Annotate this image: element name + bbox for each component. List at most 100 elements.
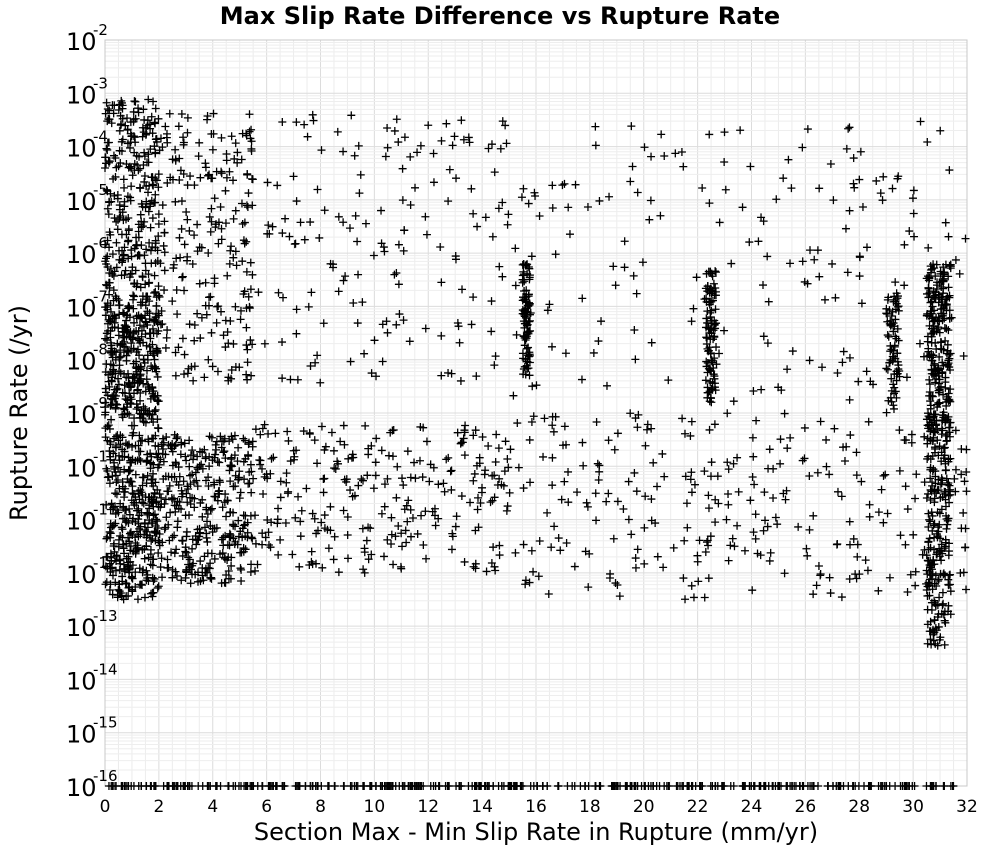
data-point <box>465 138 474 147</box>
data-point <box>679 162 688 171</box>
data-point <box>227 242 236 251</box>
data-point <box>397 564 406 573</box>
data-point <box>178 551 187 560</box>
data-point <box>924 545 933 554</box>
data-point <box>879 471 888 480</box>
data-point <box>814 561 823 570</box>
data-point <box>121 579 130 588</box>
data-point <box>326 502 335 511</box>
data-point <box>714 499 723 508</box>
data-point <box>251 511 260 520</box>
data-point <box>901 540 910 549</box>
data-point <box>181 547 190 556</box>
data-point <box>945 432 954 441</box>
data-point <box>201 163 210 172</box>
data-point <box>353 237 362 246</box>
data-point <box>112 551 121 560</box>
data-point <box>127 421 136 430</box>
data-point <box>645 215 654 224</box>
data-point <box>930 486 939 495</box>
data-point <box>519 270 528 279</box>
data-point <box>682 499 691 508</box>
data-point <box>936 126 945 135</box>
data-point <box>854 782 863 790</box>
data-point <box>421 212 430 221</box>
data-point <box>304 302 313 311</box>
data-point <box>926 543 935 552</box>
data-point <box>354 141 363 150</box>
data-point <box>141 266 150 275</box>
data-point <box>411 474 420 483</box>
data-point <box>511 244 520 253</box>
data-point <box>903 588 912 597</box>
data-point <box>558 181 567 190</box>
data-point <box>145 531 154 540</box>
data-point <box>178 273 187 282</box>
data-point <box>930 494 939 503</box>
data-point <box>520 341 529 350</box>
data-point <box>183 482 192 491</box>
data-point <box>260 472 269 481</box>
data-point <box>722 515 731 524</box>
data-point <box>791 782 800 790</box>
data-point <box>177 505 186 514</box>
data-point <box>460 451 469 460</box>
data-point <box>147 782 156 790</box>
data-point <box>121 266 130 275</box>
data-point <box>109 296 118 305</box>
data-point <box>548 481 557 490</box>
data-point <box>126 196 135 205</box>
data-point <box>392 268 401 277</box>
data-point <box>307 547 316 556</box>
data-point <box>852 574 861 583</box>
data-point <box>864 417 873 426</box>
data-point <box>129 428 138 437</box>
data-point <box>517 193 526 202</box>
data-point <box>246 134 255 143</box>
data-point <box>236 488 245 497</box>
data-point <box>705 343 714 352</box>
data-point <box>740 782 749 790</box>
data-point <box>115 126 124 135</box>
data-point <box>257 464 266 473</box>
data-point <box>132 404 141 413</box>
data-point <box>236 564 245 573</box>
data-point <box>223 328 232 337</box>
data-point <box>960 477 969 486</box>
data-point <box>204 301 213 310</box>
data-point <box>172 477 181 486</box>
data-point <box>142 566 151 575</box>
data-point <box>857 299 866 308</box>
data-point <box>935 442 944 451</box>
data-point <box>701 548 710 557</box>
data-point <box>228 435 237 444</box>
data-point <box>217 307 226 316</box>
data-point <box>132 506 141 515</box>
data-point <box>135 580 144 589</box>
data-point <box>302 484 311 493</box>
data-point <box>909 209 918 218</box>
data-point <box>221 490 230 499</box>
data-point <box>812 581 821 590</box>
data-point <box>749 386 758 395</box>
data-point <box>134 504 143 513</box>
data-point <box>231 363 240 372</box>
data-point <box>390 270 399 279</box>
data-point <box>886 316 895 325</box>
data-point <box>136 437 145 446</box>
data-point <box>278 117 287 126</box>
data-point <box>111 355 120 364</box>
data-point <box>140 554 149 563</box>
data-point <box>800 423 809 432</box>
data-point <box>139 128 148 137</box>
data-point <box>902 373 911 382</box>
data-point <box>189 376 198 385</box>
data-point <box>715 218 724 227</box>
data-point <box>339 218 348 227</box>
data-point <box>580 782 589 790</box>
data-point <box>296 532 305 541</box>
data-point <box>193 568 202 577</box>
data-point <box>506 445 515 454</box>
data-point <box>263 178 272 187</box>
data-point <box>248 270 257 279</box>
